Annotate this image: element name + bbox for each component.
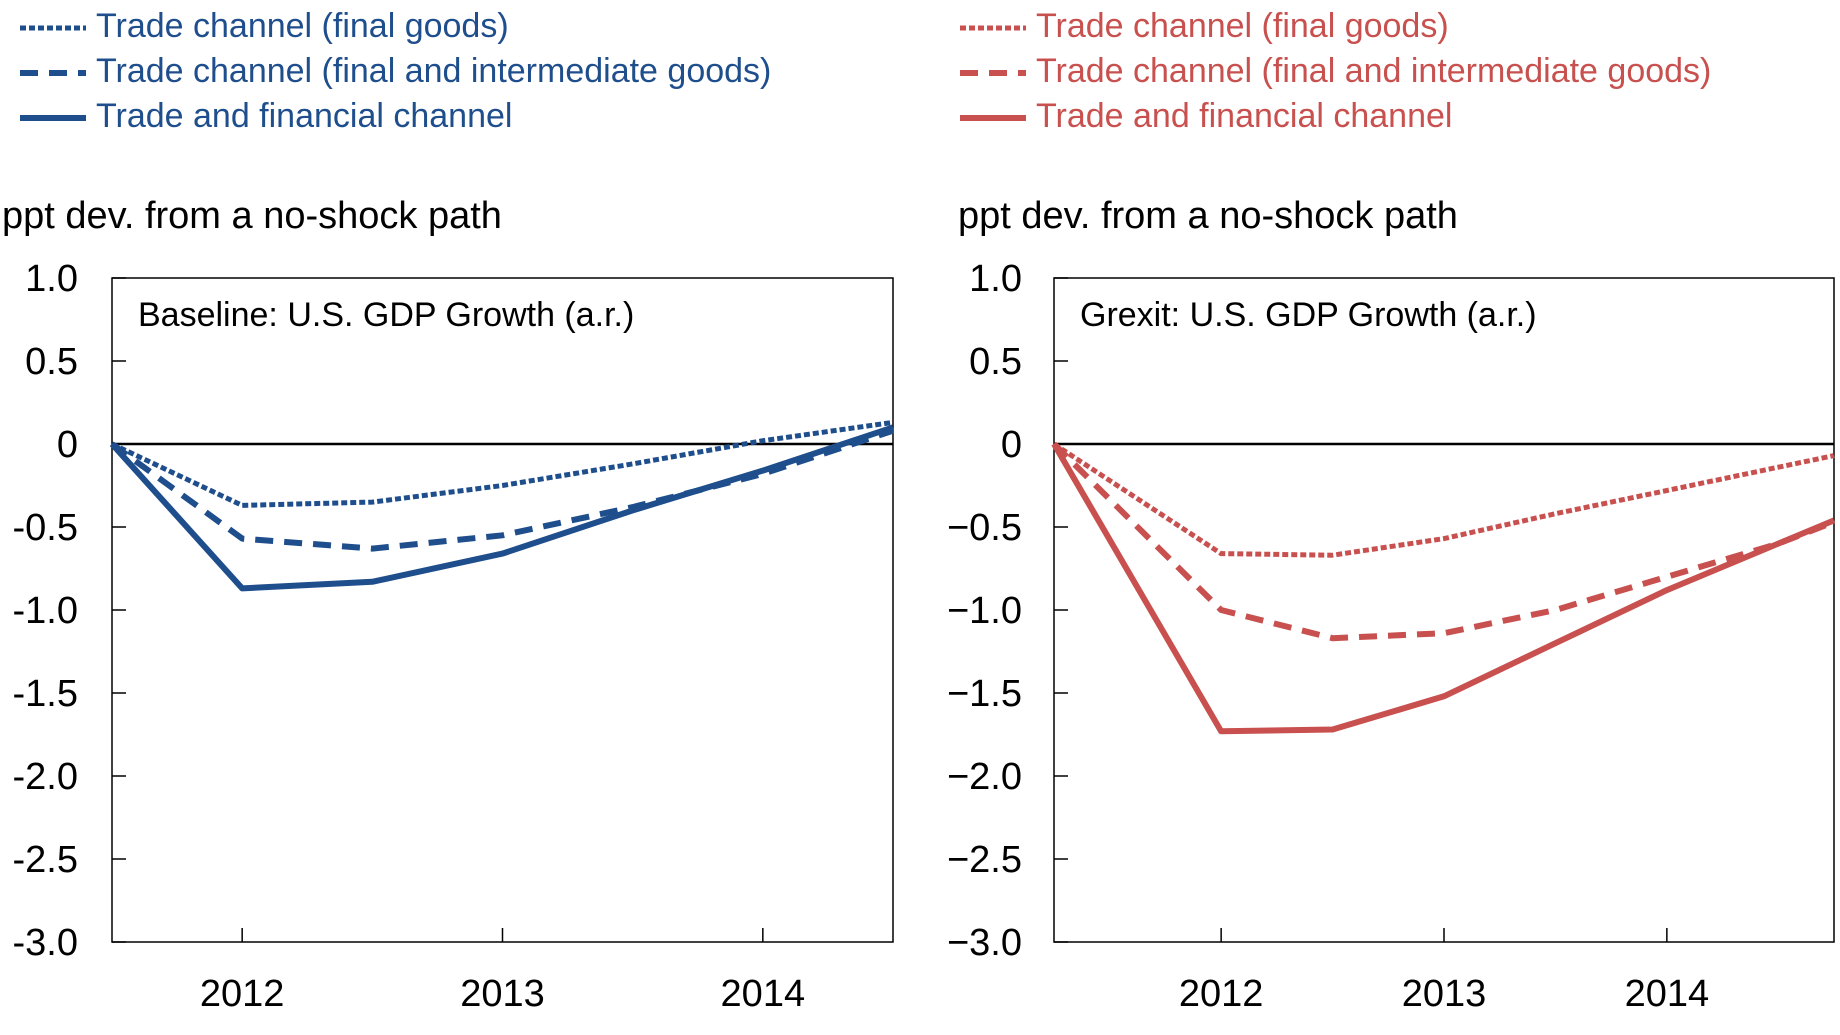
y-tick-label: -2.5 [13, 839, 78, 881]
y-tick-label: −2.5 [947, 839, 1022, 881]
y-tick-label: −2.0 [947, 756, 1022, 798]
chart-panel-1: 1.0 0.5 0 -0.5 -1.0 -1.5 -2.0 -2.5 -3.0 2012 2013 2… [13, 258, 894, 1015]
series-line-dashed [110, 427, 894, 552]
y-tick-label: 0.5 [25, 341, 78, 383]
panel-title: Grexit: U.S. GDP Growth (a.r.) [1080, 296, 1537, 334]
y-tick-label: -2.0 [13, 756, 78, 798]
x-tick-label: 2012 [200, 973, 285, 1015]
legend-swatch-dashed [960, 70, 1026, 76]
y-tick-label: −3.0 [947, 922, 1022, 964]
y-tick-label: 0 [57, 424, 78, 466]
legend-label: Trade channel (final goods) [1036, 7, 1449, 45]
legend-swatch-dotted [960, 25, 1026, 31]
x-tick-label: 2013 [1402, 973, 1487, 1015]
ylabel-right: ppt dev. from a no-shock path [958, 195, 1458, 237]
series-line-dotted [110, 419, 894, 508]
y-tick-label: 0.5 [969, 341, 1022, 383]
x-tick-label: 2014 [1625, 973, 1710, 1015]
y-tick-label: 1.0 [25, 258, 78, 300]
y-tick-label: -1.5 [13, 673, 78, 715]
ylabel-left: ppt dev. from a no-shock path [2, 195, 502, 237]
y-tick-label: −1.0 [947, 590, 1022, 632]
legend-swatch-dashed [20, 70, 86, 76]
legend-swatch-solid [960, 115, 1026, 121]
series-line-solid [1051, 442, 1836, 735]
series-line-solid [109, 424, 894, 592]
y-tick-label: −1.5 [947, 673, 1022, 715]
x-tick-label: 2013 [460, 973, 545, 1015]
chart-panel-2: 1.0 0.5 0 −0.5 −1.0 −1.5 −2.0 −2.5 −3.0 2012 2013 2… [947, 258, 1836, 1015]
legend-label: Trade and financial channel [96, 97, 513, 135]
y-tick-label: 1.0 [969, 258, 1022, 300]
y-tick-label: 0 [1001, 424, 1022, 466]
legend-label: Trade channel (final and intermediate go… [96, 52, 772, 90]
y-tick-label: -3.0 [13, 922, 78, 964]
series-line-dotted [1052, 441, 1835, 558]
legend-label: Trade and financial channel [1036, 97, 1453, 135]
legend-swatch-solid [20, 115, 86, 121]
legend-label: Trade channel (final and intermediate go… [1036, 52, 1712, 90]
plot-frame [1053, 277, 1835, 943]
legend-label: Trade channel (final goods) [96, 7, 509, 45]
x-tick-label: 2014 [721, 973, 806, 1015]
plot-frame [111, 277, 894, 943]
y-tick-label: -1.0 [13, 590, 78, 632]
x-tick-label: 2012 [1179, 973, 1264, 1015]
panel-title: Baseline: U.S. GDP Growth (a.r.) [138, 296, 634, 334]
legend-swatch-dotted [20, 25, 86, 31]
y-tick-label: −0.5 [947, 507, 1022, 549]
y-tick-label: -0.5 [13, 507, 78, 549]
